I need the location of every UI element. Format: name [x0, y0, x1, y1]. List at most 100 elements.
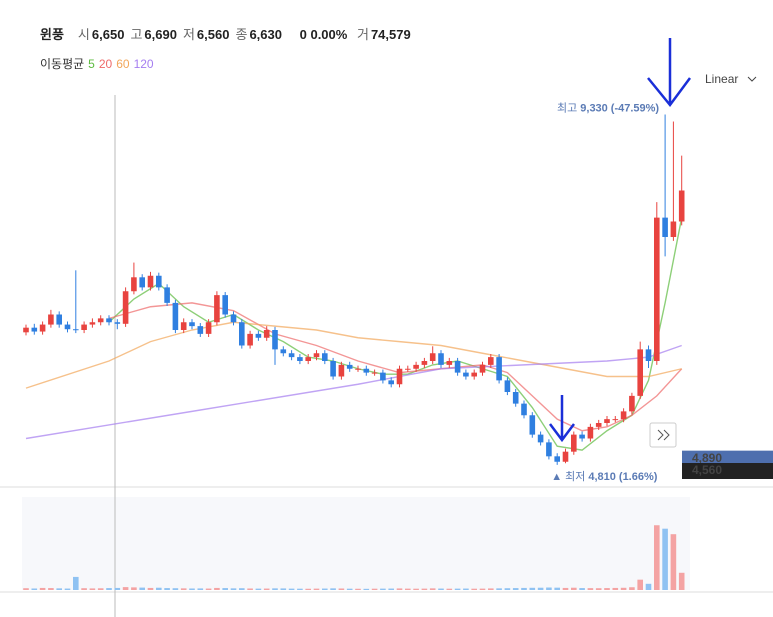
candle-body — [338, 364, 345, 377]
candle-body — [64, 324, 71, 330]
volume-bar — [164, 588, 170, 590]
volume-bar — [380, 588, 386, 590]
header-item-value: 6,630 — [249, 27, 282, 42]
candle-body — [413, 364, 419, 369]
volume-bar — [446, 588, 453, 590]
volume-bar — [587, 588, 594, 590]
ma-line — [25, 321, 682, 389]
volume-bar — [546, 587, 552, 590]
candle-body — [89, 322, 96, 325]
volume-bar — [280, 588, 287, 590]
volume-bar — [678, 572, 685, 590]
candle-body — [396, 368, 403, 385]
candle-body — [197, 326, 204, 334]
volume-bar — [371, 588, 378, 590]
candle-body — [330, 361, 336, 377]
volume-bar — [263, 588, 270, 590]
volume-bar — [512, 588, 519, 590]
volume-bar — [346, 588, 353, 590]
ma-line — [108, 217, 683, 451]
volume-bar — [604, 588, 610, 590]
candle-body — [604, 419, 610, 423]
candle-body — [537, 434, 544, 443]
volume-bar — [429, 588, 436, 590]
candle-body — [247, 333, 253, 346]
candle-body — [205, 322, 212, 334]
candle-body — [305, 357, 311, 361]
header: 윈풍 시 6,650 고 6,690 저 6,560 종 6,630 0 0.00% 거 74,5… — [40, 24, 411, 43]
min-marker: ▲ 최저 4,810 (1.66%) — [551, 470, 658, 483]
volume-bar — [554, 587, 560, 590]
volume-bar — [73, 576, 79, 590]
volume-bar — [139, 587, 145, 590]
menu-caret[interactable] — [747, 76, 757, 82]
annotation-arrow — [549, 38, 692, 443]
scale-menu[interactable]: Linear — [705, 72, 738, 86]
volume-bar — [529, 587, 536, 590]
volume-label: 거 — [356, 27, 369, 42]
price-badge — [682, 450, 773, 467]
candle-body — [255, 333, 262, 338]
volume-bar — [454, 588, 461, 590]
candle-body — [504, 380, 511, 392]
volume-bar — [189, 588, 195, 590]
candle-body — [471, 372, 477, 377]
volume-bar — [396, 588, 403, 590]
candle-body — [529, 415, 536, 435]
volume-bar — [338, 588, 345, 590]
candle-body — [313, 353, 320, 358]
candle-body — [139, 277, 145, 288]
candle-body — [388, 380, 394, 385]
volume-bar — [463, 588, 469, 590]
volume-bar — [654, 525, 660, 590]
candle-body — [554, 456, 560, 462]
price-badge-label: 4,890 — [692, 451, 722, 465]
ma-legend: 이동평균 5 20 60 120 — [40, 55, 154, 72]
volume-bar — [180, 588, 187, 590]
candle-body — [521, 403, 527, 416]
candle-body — [73, 329, 79, 331]
volume-bar — [479, 588, 486, 590]
volume-bar — [438, 588, 444, 590]
candle-body — [239, 322, 245, 346]
volume-bar — [521, 587, 527, 590]
volume-bar — [405, 588, 411, 590]
price-badge — [682, 463, 773, 479]
candle-body — [438, 353, 444, 365]
volume-bar — [388, 588, 394, 590]
volume-bar — [48, 588, 54, 590]
candle-body — [156, 275, 162, 288]
candle-body — [488, 357, 494, 365]
candle-body — [421, 361, 428, 365]
header-item-label: 고 — [130, 27, 143, 42]
volume-bar — [255, 588, 262, 590]
volume-bar — [305, 588, 311, 590]
candle-body — [288, 353, 295, 358]
volume-bar — [571, 587, 577, 590]
volume-bar — [322, 588, 328, 590]
header-item-value: 6,690 — [144, 27, 177, 42]
header-item-value: 6,650 — [91, 27, 125, 42]
marker-change: (-47.59%) — [611, 102, 660, 114]
candle-body — [595, 423, 602, 427]
scroll-icon[interactable] — [657, 429, 670, 441]
header-items: 시 6,650 고 6,690 저 6,560 종 6,630 — [72, 27, 282, 42]
candle-body — [463, 372, 469, 377]
candle-body — [56, 314, 62, 325]
volume-bar — [97, 588, 104, 590]
volume-bar — [645, 583, 652, 590]
candle-body — [23, 327, 29, 333]
ma-legend-entry: 20 — [98, 57, 113, 71]
candle-body — [147, 275, 154, 288]
header-item-value: 6,560 — [196, 27, 230, 42]
candle-body — [280, 349, 287, 354]
volume-bar — [288, 588, 295, 590]
volume-bar — [620, 587, 627, 590]
volume-bar — [39, 587, 46, 590]
max-marker: 최고 9,330 (-47.59%) — [557, 101, 659, 114]
marker-label: ▲ 최저 — [551, 470, 585, 483]
candle-body — [97, 318, 104, 323]
candle-body — [512, 392, 519, 404]
